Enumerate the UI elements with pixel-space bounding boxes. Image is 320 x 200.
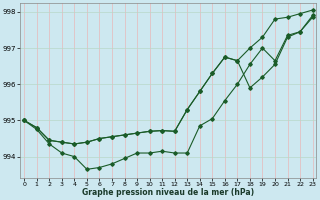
X-axis label: Graphe pression niveau de la mer (hPa): Graphe pression niveau de la mer (hPa) [82, 188, 254, 197]
